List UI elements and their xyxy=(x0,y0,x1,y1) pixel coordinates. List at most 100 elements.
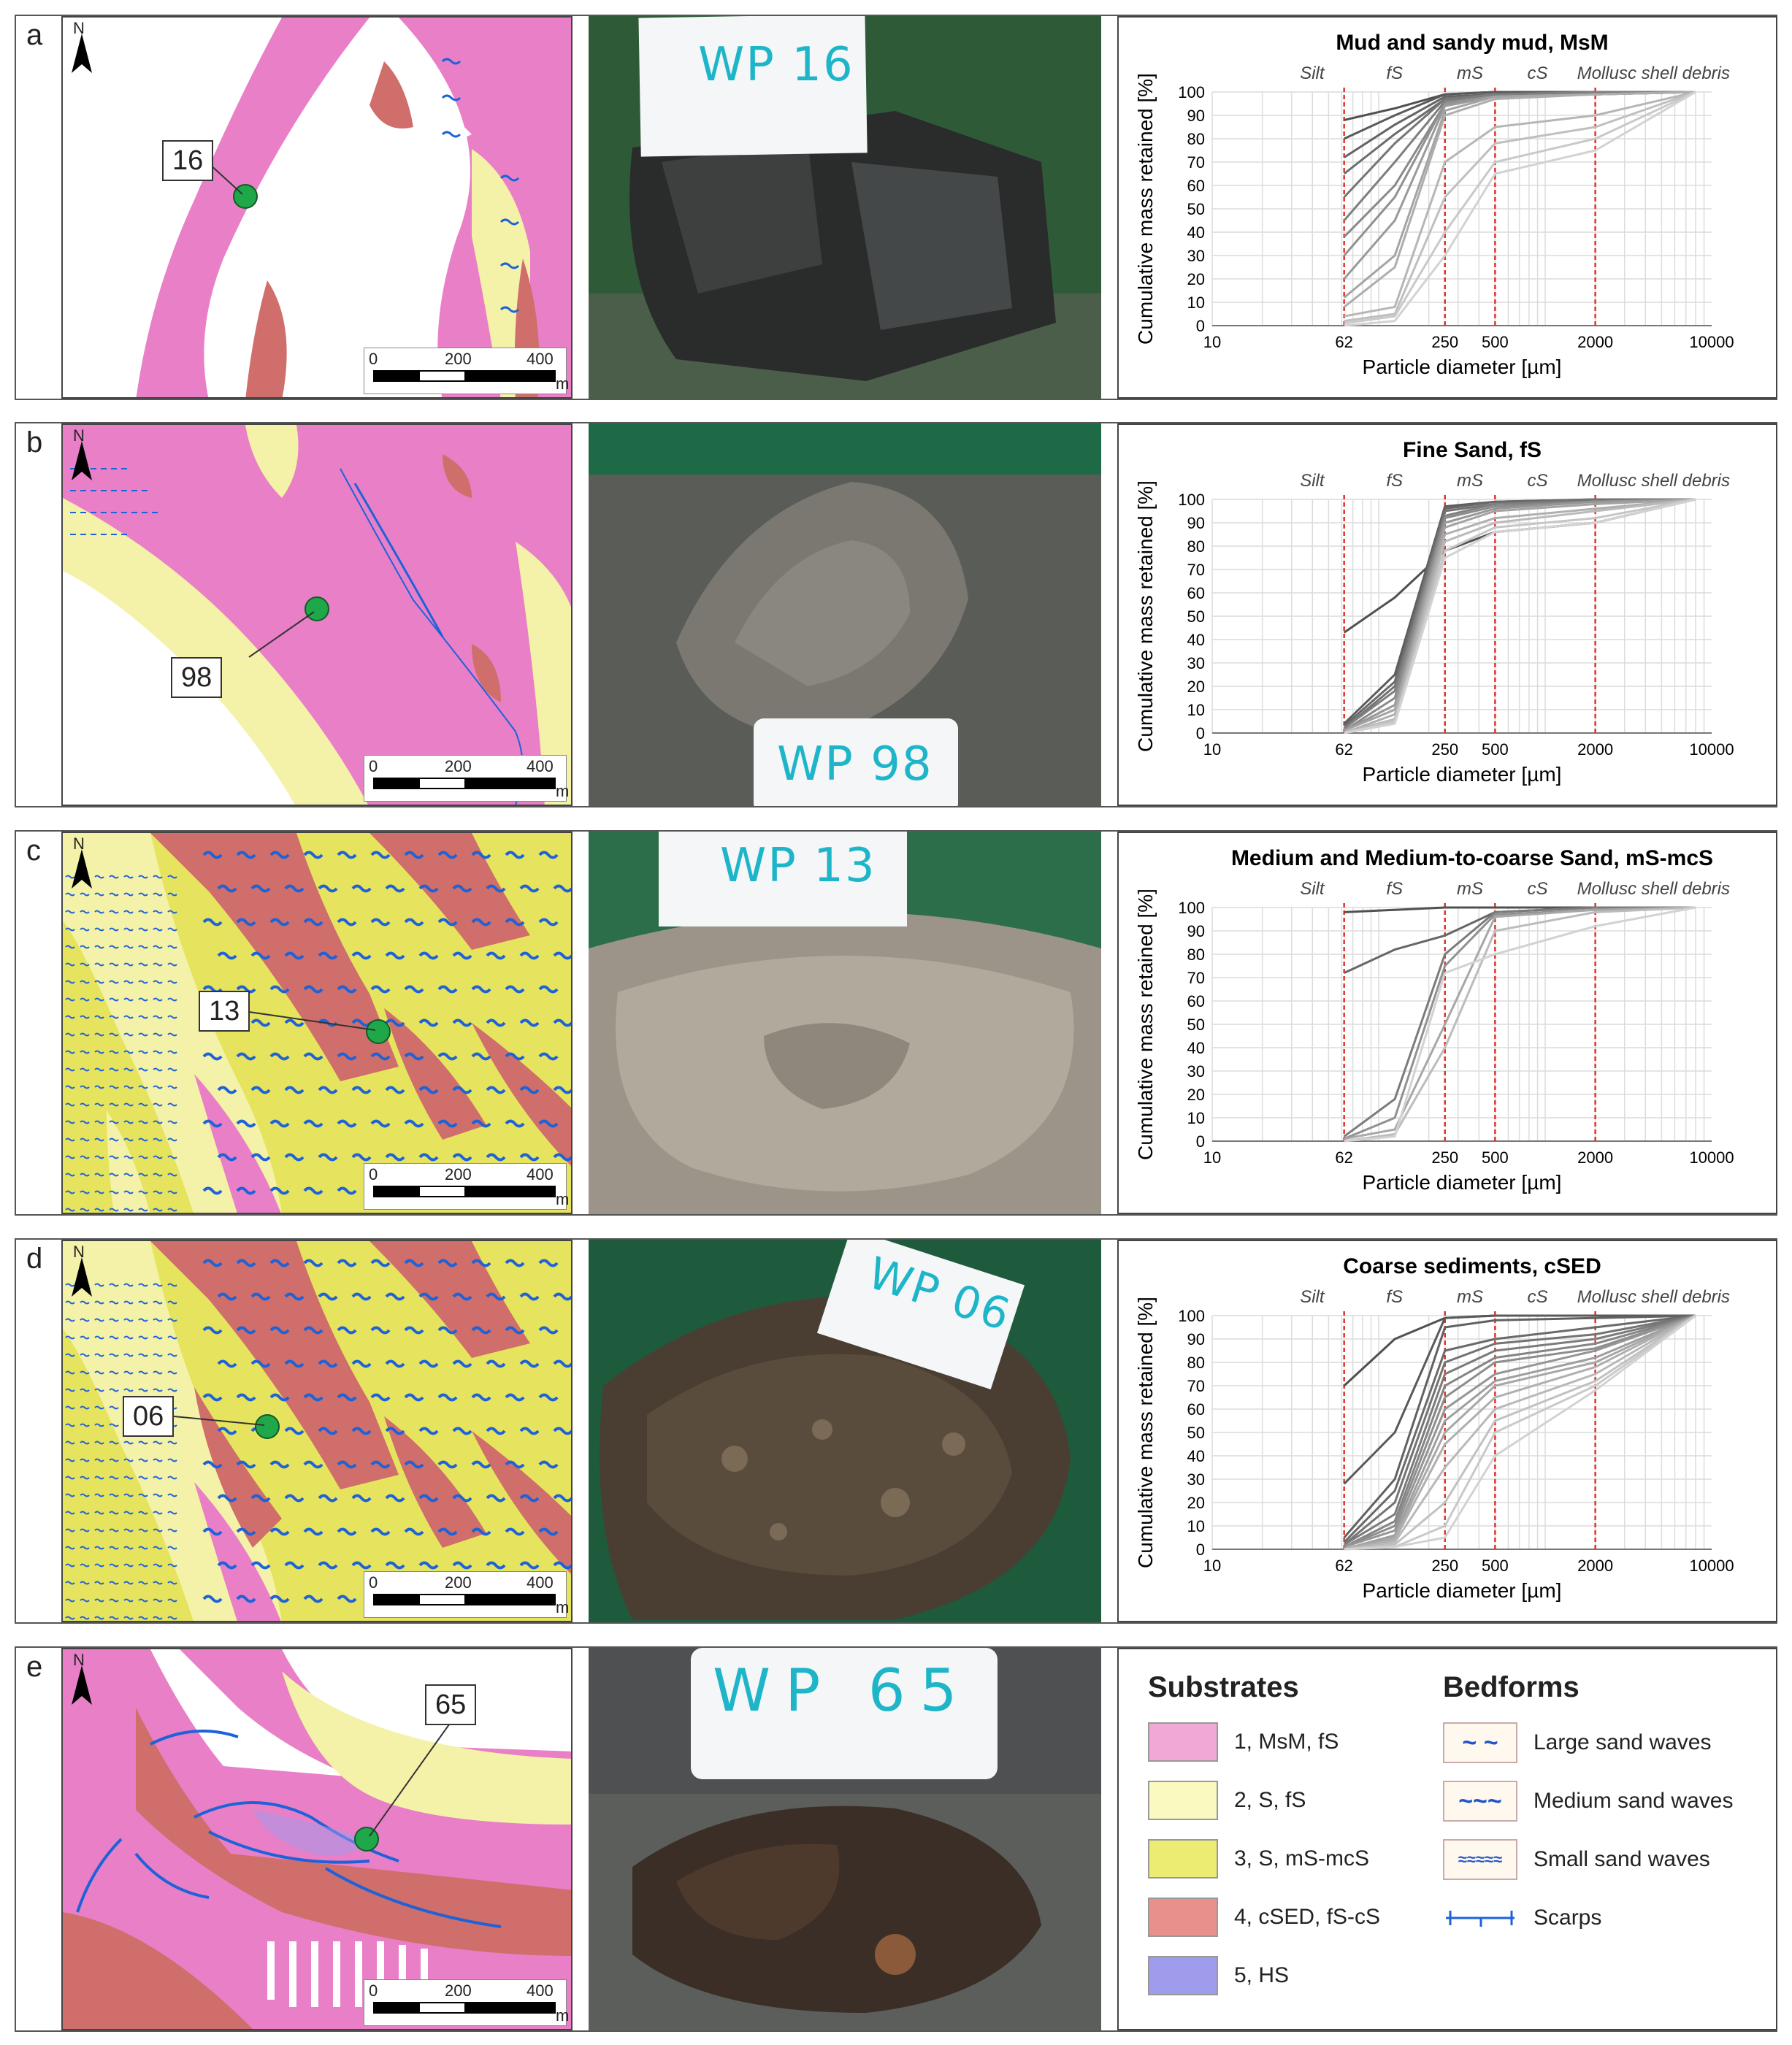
small-sand-wave-symbol xyxy=(65,1598,75,1603)
sand-wave-symbol xyxy=(303,985,323,994)
small-sand-wave-symbol xyxy=(123,1283,134,1287)
sand-wave-symbol xyxy=(437,1052,458,1061)
small-sand-wave-symbol xyxy=(167,1458,177,1462)
small-sand-wave-symbol xyxy=(123,997,134,1002)
sand-wave-symbol xyxy=(217,1086,237,1094)
grain-class-label: Silt xyxy=(1300,471,1325,491)
small-sand-wave-symbol xyxy=(80,1423,90,1427)
small-sand-wave-symbol xyxy=(138,1155,148,1159)
sand-wave-symbol xyxy=(236,1595,256,1603)
grain-size-curve xyxy=(1343,1314,1696,1546)
sand-wave-symbol xyxy=(236,985,256,994)
small-sand-wave-symbol xyxy=(153,892,163,897)
small-sand-wave-symbol xyxy=(80,1015,90,1019)
sand-wave-symbol xyxy=(318,1359,338,1368)
small-sand-wave-symbol xyxy=(94,892,104,897)
small-sand-wave-symbol xyxy=(167,1511,177,1515)
sand-wave-symbol xyxy=(236,1527,256,1536)
small-sand-wave-symbol xyxy=(153,1546,163,1550)
small-sand-wave-symbol xyxy=(109,927,119,932)
sand-wave-symbol xyxy=(505,1119,525,1128)
sand-wave-symbol xyxy=(553,1153,571,1162)
sand-wave-symbol xyxy=(202,1259,223,1267)
sand-wave-symbol xyxy=(370,1326,391,1335)
sample-label-wp98: WP 98 xyxy=(777,737,933,791)
sand-wave-symbol xyxy=(519,1561,540,1570)
small-sand-wave-symbol xyxy=(123,1300,134,1305)
small-sand-wave-symbol xyxy=(123,1370,134,1375)
small-sand-wave-symbol xyxy=(123,1581,134,1585)
small-sand-wave-symbol xyxy=(153,1318,163,1322)
small-sand-wave-symbol xyxy=(123,1190,134,1194)
y-tick-label: 100 xyxy=(1178,1307,1205,1325)
small-sand-wave-symbol xyxy=(94,1353,104,1357)
small-sand-wave-symbol xyxy=(65,1440,75,1445)
small-sand-wave-symbol xyxy=(65,1190,75,1194)
north-label: N xyxy=(73,835,85,853)
small-sand-wave-symbol xyxy=(167,1440,177,1445)
small-sand-wave-symbol xyxy=(167,1528,177,1532)
x-tick-label: 500 xyxy=(1482,1148,1509,1167)
sand-wave-symbol xyxy=(269,1527,290,1536)
small-sand-wave-symbol xyxy=(65,1300,75,1305)
sand-wave-symbol xyxy=(370,1460,391,1469)
small-sand-wave-symbol xyxy=(138,1318,148,1322)
sand-wave-symbol xyxy=(269,1326,290,1335)
small-sand-wave-symbol xyxy=(65,1173,75,1177)
sand-wave-symbol xyxy=(404,1052,424,1061)
y-tick-label: 50 xyxy=(1187,200,1205,218)
sand-wave-symbol xyxy=(437,1326,458,1335)
small-sand-wave-symbol xyxy=(109,1335,119,1340)
panel-letter-a: a xyxy=(26,19,43,51)
sand-wave-symbol xyxy=(284,1494,305,1503)
legend-bedform-small: ≈≈≈≈≈ Small sand waves xyxy=(1443,1839,1710,1880)
map-callout-16: 16 xyxy=(162,140,214,181)
small-sand-wave-symbol xyxy=(80,945,90,949)
sand-wave-symbol xyxy=(538,851,559,859)
sand-wave-symbol xyxy=(505,1460,525,1469)
small-sand-wave-symbol xyxy=(138,1511,148,1515)
sand-wave-symbol xyxy=(437,985,458,994)
small-sand-wave-symbol xyxy=(109,1388,119,1392)
y-tick-label: 100 xyxy=(1178,83,1205,101)
sand-wave-symbol xyxy=(303,1393,323,1402)
sand-wave-symbol xyxy=(418,1427,439,1435)
sand-wave-symbol xyxy=(553,884,571,893)
photo-c: WP 13 xyxy=(589,832,1101,1214)
sand-wave-symbol xyxy=(250,884,271,893)
small-sand-wave-symbol xyxy=(138,1137,148,1142)
small-sand-wave-symbol xyxy=(153,1032,163,1037)
grain-size-curve xyxy=(1343,1314,1696,1543)
sand-wave-symbol xyxy=(452,951,472,960)
sand-wave-symbol xyxy=(486,1427,506,1435)
sand-wave-symbol xyxy=(351,1018,372,1027)
sand-wave-symbol xyxy=(337,1595,357,1603)
small-sand-wave-symbol xyxy=(109,1563,119,1568)
small-sand-wave-symbol xyxy=(153,1476,163,1480)
photo-d: WP 06 xyxy=(589,1240,1101,1622)
small-sand-wave-symbol xyxy=(80,1190,90,1194)
small-sand-wave-symbol xyxy=(80,962,90,967)
chart-title: Coarse sediments, cSED xyxy=(1343,1254,1601,1278)
grain-class-label: mS xyxy=(1457,1287,1483,1307)
sand-wave-symbol xyxy=(202,1527,223,1536)
y-tick-label: 30 xyxy=(1187,1470,1205,1489)
sand-wave-symbol xyxy=(404,1259,424,1267)
grain-size-curve xyxy=(1344,1314,1696,1551)
sand-wave-symbol xyxy=(269,918,290,926)
sand-wave-symbol xyxy=(269,1393,290,1402)
x-tick-label: 250 xyxy=(1431,333,1458,351)
grain-class-label: cS xyxy=(1528,879,1548,899)
photo-b: WP 98 xyxy=(589,423,1101,806)
small-sand-wave-symbol xyxy=(167,1563,177,1568)
small-sand-wave-symbol xyxy=(94,997,104,1002)
small-sand-wave-symbol xyxy=(138,1120,148,1124)
small-sand-wave-symbol xyxy=(94,1563,104,1568)
small-sand-wave-symbol xyxy=(65,892,75,897)
small-sand-wave-symbol xyxy=(109,1353,119,1357)
small-sand-wave-symbol xyxy=(153,1388,163,1392)
small-sand-wave-symbol xyxy=(109,1511,119,1515)
sand-wave-symbol xyxy=(202,918,223,926)
x-tick-label: 10 xyxy=(1203,333,1221,351)
